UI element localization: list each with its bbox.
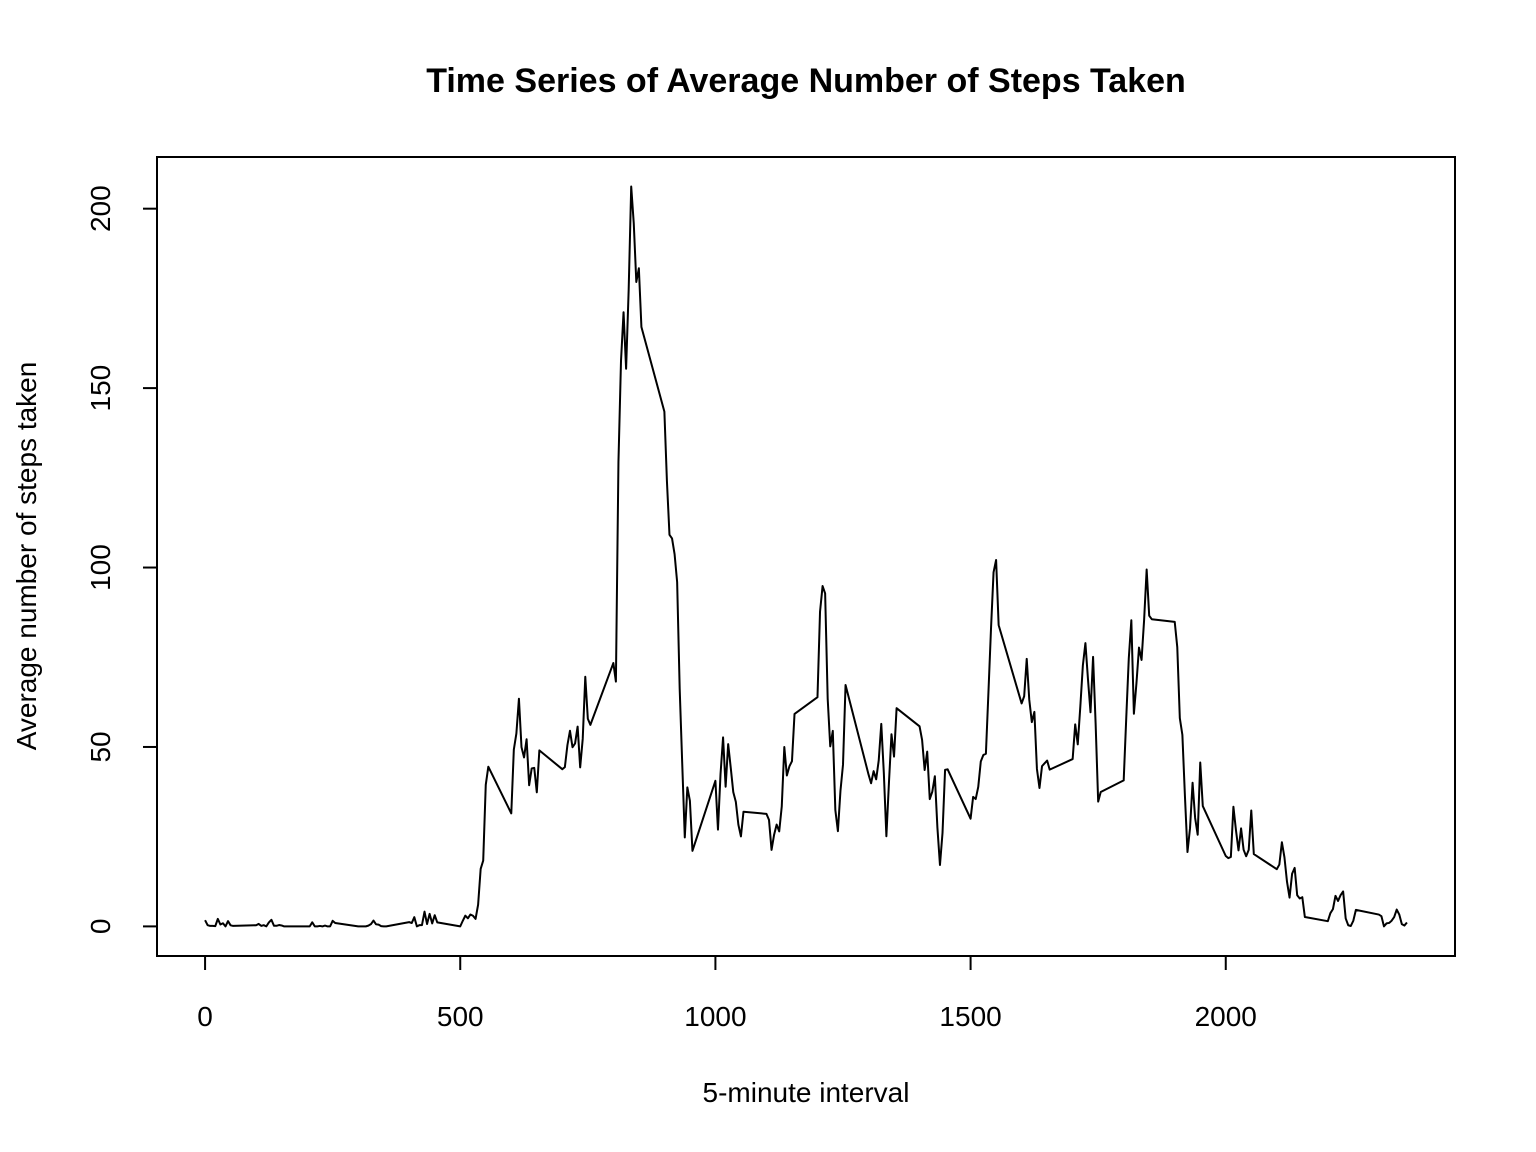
x-tick-label: 500 (437, 1001, 484, 1032)
chart-title: Time Series of Average Number of Steps T… (426, 62, 1186, 100)
x-tick-label: 1000 (684, 1001, 746, 1032)
y-axis-label: Average number of steps taken (11, 362, 42, 751)
data-line (204, 185, 1408, 928)
plot-box (156, 156, 1456, 957)
x-axis-label: 5-minute interval (703, 1077, 910, 1108)
x-tick-label: 1500 (939, 1001, 1001, 1032)
x-tick-label: 0 (197, 1001, 213, 1032)
y-tick-label: 100 (85, 544, 116, 591)
y-tick-label: 0 (85, 919, 116, 935)
y-tick-label: 200 (85, 185, 116, 232)
y-tick-label: 50 (85, 731, 116, 762)
x-tick-label: 2000 (1195, 1001, 1257, 1032)
y-tick-label: 150 (85, 365, 116, 412)
